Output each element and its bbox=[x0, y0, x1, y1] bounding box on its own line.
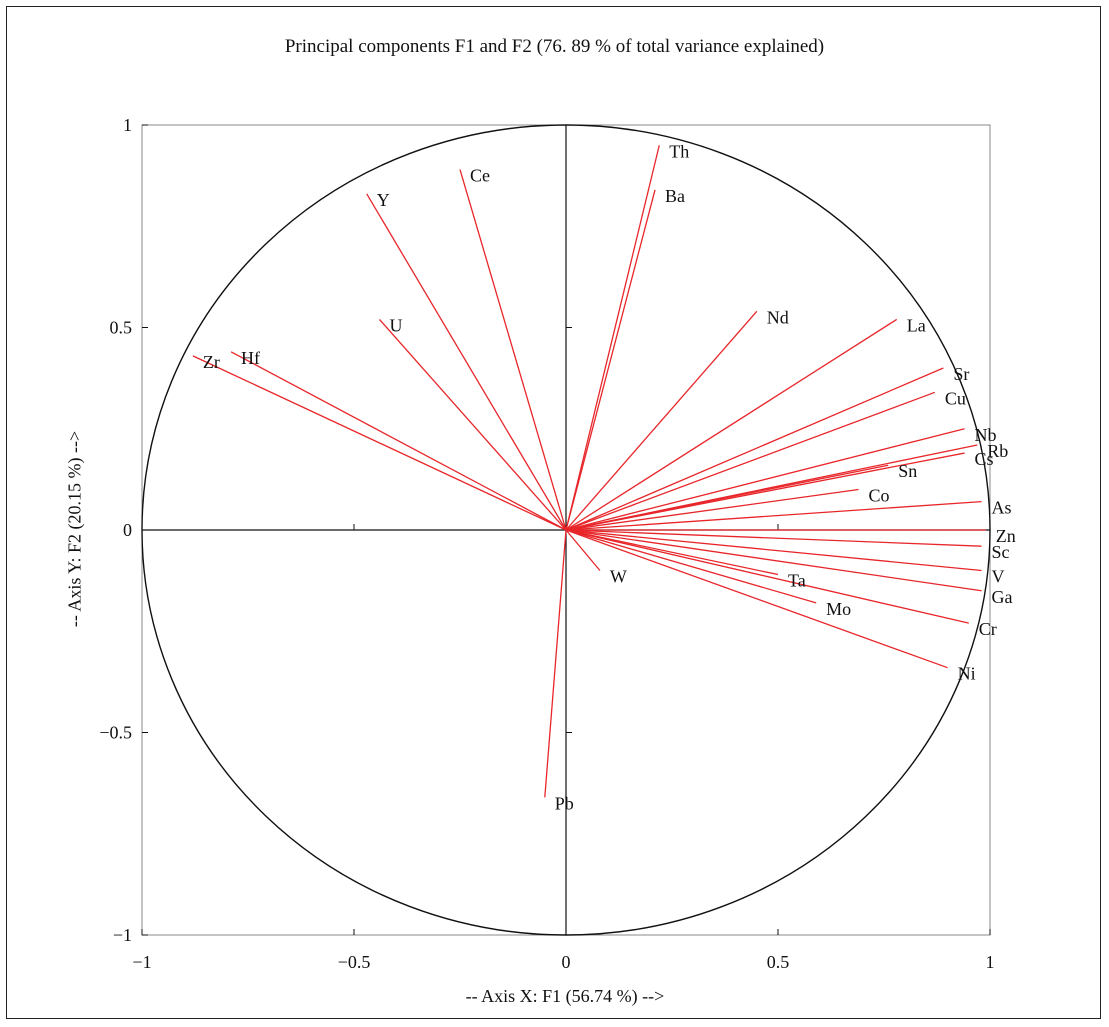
vector-label-th: Th bbox=[669, 141, 689, 161]
vector-ta bbox=[565, 529, 779, 576]
y-tick-label: 1 bbox=[123, 115, 132, 135]
vector-label-rb: Rb bbox=[987, 441, 1008, 461]
vector-label-sc: Sc bbox=[992, 542, 1010, 562]
vector-label-ga: Ga bbox=[992, 587, 1013, 607]
x-tick-label: 1 bbox=[986, 952, 995, 972]
vector-zr bbox=[192, 355, 567, 531]
vector-mo bbox=[565, 529, 817, 604]
vector-label-co: Co bbox=[869, 486, 890, 506]
vector-ga bbox=[565, 529, 982, 592]
vector-cr bbox=[565, 529, 969, 624]
chart-title: Principal components F1 and F2 (76. 89 %… bbox=[284, 36, 825, 57]
vector-label-y: Y bbox=[377, 190, 390, 210]
x-axis-label: -- Axis X: F1 (56.74 %) --> bbox=[465, 986, 665, 1006]
vector-u bbox=[378, 318, 567, 531]
figure-frame bbox=[6, 6, 1101, 1019]
vector-label-cr: Cr bbox=[979, 619, 997, 639]
x-tick-label: −0.5 bbox=[338, 952, 371, 972]
vector-label-sr: Sr bbox=[953, 364, 969, 384]
vector-label-hf: Hf bbox=[241, 348, 260, 368]
vector-y bbox=[366, 193, 567, 531]
vector-label-ta: Ta bbox=[788, 571, 806, 591]
vector-nb bbox=[565, 428, 965, 531]
vector-ni bbox=[565, 529, 948, 669]
vector-co bbox=[565, 488, 859, 531]
vector-pb bbox=[544, 529, 567, 798]
vector-label-cs: Cs bbox=[975, 449, 994, 469]
y-tick-label: 0.5 bbox=[110, 318, 133, 338]
y-tick-label: 0 bbox=[123, 520, 132, 540]
vector-sn bbox=[565, 464, 889, 531]
vector-label-ba: Ba bbox=[665, 186, 685, 206]
vector-th bbox=[565, 145, 660, 531]
vector-label-mo: Mo bbox=[826, 599, 851, 619]
vector-label-nb: Nb bbox=[975, 425, 997, 445]
vector-label-sn: Sn bbox=[898, 461, 917, 481]
y-tick-label: −0.5 bbox=[99, 723, 132, 743]
vector-label-ce: Ce bbox=[470, 166, 490, 186]
vector-nd bbox=[565, 310, 758, 531]
vector-label-as: As bbox=[992, 498, 1012, 518]
vector-label-w: W bbox=[610, 567, 627, 587]
x-tick-label: 0 bbox=[562, 952, 571, 972]
vector-label-cu: Cu bbox=[945, 388, 966, 408]
vector-label-v: V bbox=[992, 567, 1005, 587]
vector-label-nd: Nd bbox=[767, 307, 789, 327]
vector-cu bbox=[565, 391, 936, 531]
vector-w bbox=[565, 529, 601, 571]
vector-sc bbox=[565, 529, 982, 547]
vector-hf bbox=[230, 351, 567, 531]
vector-ce bbox=[459, 169, 567, 531]
x-tick-label: 0.5 bbox=[767, 952, 790, 972]
vector-label-ni: Ni bbox=[958, 664, 976, 684]
vector-label-zn: Zn bbox=[996, 526, 1016, 546]
vector-ba bbox=[565, 189, 656, 531]
x-tick-label: −1 bbox=[132, 952, 151, 972]
vector-label-u: U bbox=[389, 315, 402, 335]
vector-v bbox=[565, 529, 982, 572]
vector-sr bbox=[565, 367, 944, 531]
vector-label-zr: Zr bbox=[203, 352, 220, 372]
vector-label-pb: Pb bbox=[555, 793, 574, 813]
vector-label-la: La bbox=[907, 315, 926, 335]
y-tick-label: −1 bbox=[113, 925, 132, 945]
vector-la bbox=[565, 318, 898, 531]
vector-as bbox=[565, 501, 982, 531]
